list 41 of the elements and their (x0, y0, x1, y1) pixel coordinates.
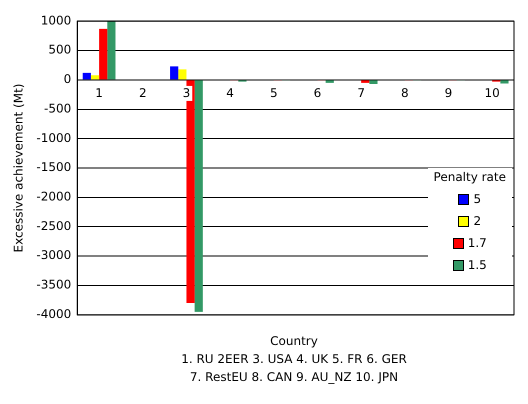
y-tick-label: -1500 (36, 160, 72, 174)
y-tick-label: 500 (48, 42, 72, 57)
y-tick-label: -4000 (36, 306, 72, 321)
text: 1. RU 2EER 3. USA 4. UK 5. FR 6. GER (180, 352, 408, 366)
y-tick-label: -3000 (36, 248, 72, 262)
y-tick-label: -2500 (36, 218, 72, 233)
x-tick-label: 3 (182, 86, 190, 100)
x-tick-label: 7 (357, 86, 365, 100)
legend-label: 5 (473, 192, 482, 206)
bar (194, 80, 203, 312)
legend-label: 2 (473, 214, 482, 228)
legend-title: Penalty rate (434, 170, 506, 184)
y-tick-label: 1000 (40, 13, 72, 28)
bar (178, 69, 186, 80)
bar (361, 80, 370, 83)
x-tick-label: 2 (138, 86, 147, 100)
bar (82, 72, 91, 80)
bar (99, 28, 108, 80)
bar (369, 80, 378, 84)
y-tick-label: -3500 (36, 278, 72, 292)
x-axis-title: Country (269, 334, 319, 348)
legend-label: 1.5 (468, 258, 487, 272)
x-tick-label: 10 (484, 86, 500, 100)
x-tick-label: 5 (270, 86, 278, 100)
bar (326, 80, 334, 83)
legend-label: 1.7 (468, 236, 487, 250)
bar (107, 21, 116, 80)
x-tick-label: 8 (400, 86, 409, 100)
y-tick-label: -2000 (36, 189, 72, 204)
y-tick-label: -1000 (36, 130, 72, 145)
y-tick-label: -500 (44, 101, 72, 116)
x-tick-label: 6 (314, 86, 322, 100)
bar (500, 80, 509, 84)
y-tick-label: 0 (64, 72, 72, 86)
x-tick-label: 1 (95, 86, 103, 100)
y-axis-title: Excessive achievement (Mt) (11, 84, 26, 252)
bar (90, 75, 100, 80)
x-tick-label: 9 (444, 86, 452, 100)
bar (170, 66, 178, 80)
x-tick-label: 4 (226, 86, 234, 100)
text: 7. RestEU 8. CAN 9. AU_NZ 10. JPN (188, 370, 400, 384)
